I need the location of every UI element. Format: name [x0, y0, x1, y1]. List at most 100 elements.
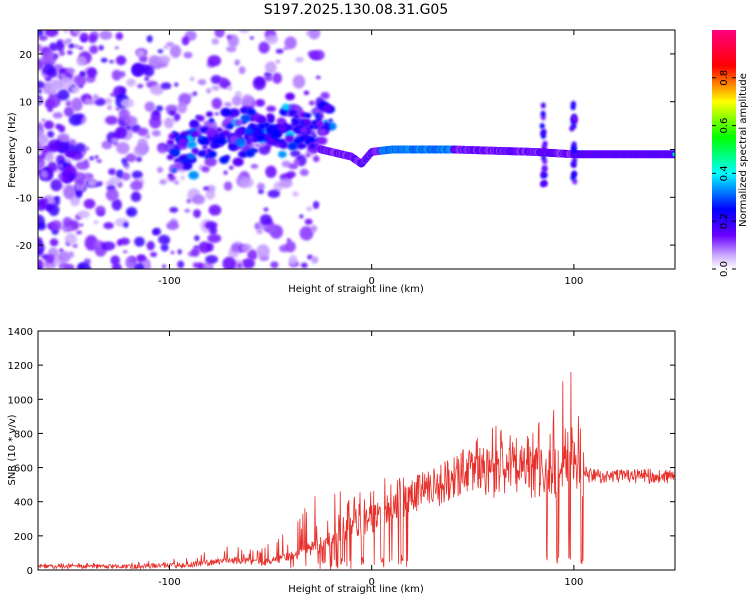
heatmap-cell [192, 194, 205, 205]
heatmap-cell [226, 45, 237, 53]
heatmap-cell [126, 78, 136, 87]
heatmap-cell [125, 153, 137, 163]
heatmap-cell [177, 101, 188, 114]
heatmap-cell [47, 130, 55, 138]
heatmap-cell [266, 223, 276, 234]
y-tick-label: -10 [16, 193, 32, 204]
heatmap-cell [186, 152, 196, 160]
heatmap-cell [88, 99, 95, 105]
heatmap-cell [167, 173, 174, 178]
heatmap-cell [204, 154, 210, 159]
heatmap-cell [173, 162, 184, 170]
heatmap-cell [205, 127, 217, 137]
heatmap-cell [285, 240, 296, 253]
heatmap-cell [223, 181, 233, 191]
heatmap-cell [196, 115, 205, 122]
heatmap-cell [40, 169, 49, 179]
heatmap-cell [44, 30, 59, 37]
heatmap-cell [311, 256, 319, 264]
heatmap-cell [131, 170, 143, 179]
heatmap-cell [77, 210, 90, 219]
x-tick-label: 100 [564, 276, 583, 287]
heatmap-cell [214, 112, 219, 116]
heatmap-cell [93, 240, 104, 249]
heatmap-cell [72, 243, 78, 248]
heatmap-cell [157, 166, 164, 174]
heatmap-cell [226, 123, 234, 130]
heatmap-cell [258, 123, 265, 129]
heatmap-cell [230, 243, 240, 253]
heatmap-cell [328, 118, 333, 123]
figure-title: S197.2025.130.08.31.G05 [264, 2, 449, 18]
heatmap-cell [299, 214, 304, 219]
heatmap-cell [171, 168, 177, 173]
heatmap-cell [256, 115, 268, 125]
heatmap-cell [194, 235, 200, 242]
heatmap-cell [64, 263, 75, 269]
heatmap-cell [120, 110, 127, 115]
y-tick-label: -20 [16, 241, 32, 252]
heatmap-cell [105, 180, 116, 187]
heatmap-cell [202, 145, 208, 150]
heatmap-cell [76, 230, 83, 235]
heatmap-cell [181, 161, 193, 171]
heatmap-cell [296, 142, 305, 150]
heatmap-cell [38, 88, 42, 94]
heatmap-cell [256, 244, 270, 259]
heatmap-cell [240, 114, 251, 123]
heatmap-cell [305, 152, 311, 158]
heatmap-cell [304, 112, 312, 119]
heatmap-cell [222, 256, 236, 269]
heatmap-cell [57, 89, 70, 101]
heatmap-cell [299, 126, 309, 134]
heatmap-cell [125, 206, 138, 217]
heatmap-cell [177, 260, 185, 269]
colorbar-ticks: 0.0 0.2 0.4 0.6 0.8 [712, 70, 736, 277]
colorbar-tick-label: 0.2 [719, 213, 730, 229]
y-tick-label: 20 [19, 50, 32, 61]
heatmap-cell [267, 113, 275, 120]
colorbar-tick-label: 0.4 [719, 165, 730, 181]
heatmap-cell [42, 50, 57, 67]
heatmap-cell [270, 130, 282, 139]
heatmap-cell [89, 45, 99, 54]
y-tick-label: 10 [19, 98, 32, 109]
heatmap-cell [119, 70, 126, 78]
heatmap-cell [278, 141, 289, 149]
heatmap-cell [94, 155, 99, 159]
heatmap-cell [150, 84, 164, 96]
heatmap-cell [238, 66, 246, 75]
heatmap-cell [263, 75, 273, 82]
heatmap-cells [38, 30, 675, 269]
heatmap-cell [78, 46, 84, 50]
heatmap-cell [38, 157, 46, 171]
heatmap-cell [124, 165, 130, 170]
heatmap-cell [264, 133, 272, 139]
heatmap-cell [166, 41, 175, 47]
heatmap-cell [247, 249, 258, 261]
heatmap-cell [571, 114, 577, 121]
heatmap-cell [290, 150, 301, 158]
snr-x-ticks: -100 0 100 [158, 331, 583, 588]
heatmap-cell [169, 148, 181, 157]
heatmap-cell [295, 56, 304, 63]
heatmap-cell [311, 120, 316, 125]
heatmap-cell [292, 74, 306, 89]
heatmap-cell [146, 35, 153, 43]
heatmap-cell [93, 220, 99, 225]
heatmap-cell [72, 30, 81, 34]
heatmap-cell [151, 130, 161, 137]
heatmap-cell [109, 92, 116, 97]
heatmap-cell [158, 234, 171, 245]
heatmap-cell [125, 255, 137, 269]
heatmap-cell [114, 46, 119, 50]
heatmap-cell [104, 97, 113, 105]
heatmap-cell [266, 105, 277, 112]
heatmap-cell [169, 44, 182, 58]
heatmap-cell [177, 137, 187, 146]
colorbar-label: Normalized spectral amplitude [738, 73, 749, 227]
heatmap-cell [257, 189, 264, 195]
y-tick-label: 600 [14, 464, 33, 475]
heatmap-cell [256, 228, 264, 235]
